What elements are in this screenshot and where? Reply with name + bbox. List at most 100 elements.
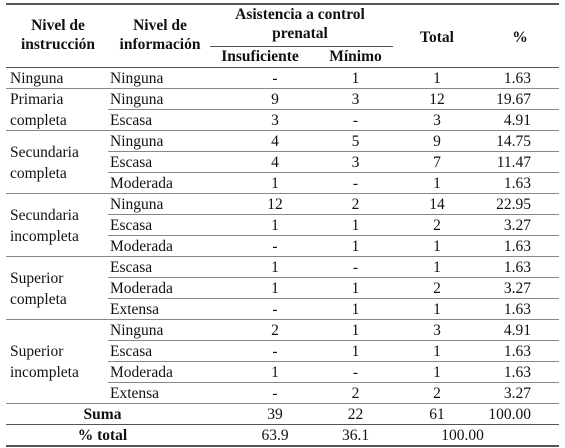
minimo-cell: 3 xyxy=(351,154,360,171)
table-row: Ninguna 4 5 9 14.75 xyxy=(0,131,565,152)
insuficiente-cell: 9 xyxy=(271,91,279,108)
group-divider xyxy=(6,403,559,404)
info-cell: Ninguna xyxy=(110,196,164,213)
minimo-cell: 1 xyxy=(351,301,360,318)
row-divider xyxy=(108,340,559,341)
nivel-instruccion-label: Secundaria incompleta xyxy=(10,206,79,245)
header-asistencia: Asistencia a control prenatal xyxy=(235,6,365,42)
group-divider xyxy=(6,256,559,257)
percent-cell: 1.63 xyxy=(503,238,531,255)
row-divider xyxy=(108,361,559,362)
percent-cell: 1.63 xyxy=(503,364,531,381)
info-cell: Escasa xyxy=(110,154,153,171)
table-row: Ninguna - 1 1 1.63 xyxy=(0,68,565,89)
percent-cell: 11.47 xyxy=(496,154,531,171)
insuficiente-cell: 1 xyxy=(271,364,279,381)
row-divider xyxy=(108,382,559,383)
suma-label: Suma xyxy=(83,406,122,423)
suma-percent: 100.00 xyxy=(488,406,531,423)
percent-cell: 1.63 xyxy=(503,175,531,192)
info-cell: Ninguna xyxy=(110,322,164,339)
minimo-cell: 1 xyxy=(351,238,360,255)
header-minimo: Mínimo xyxy=(329,48,382,65)
insuficiente-cell: 1 xyxy=(271,175,279,192)
table-row: Escasa 3 - 3 4.91 xyxy=(0,110,565,131)
table-row: Moderada - 1 1 1.63 xyxy=(0,236,565,257)
total-cell: 2 xyxy=(433,217,441,234)
insuficiente-cell: - xyxy=(272,301,278,318)
percent-total-minimo: 36.1 xyxy=(341,427,370,444)
percent-cell: 1.63 xyxy=(503,343,531,360)
percent-cell: 14.75 xyxy=(496,133,531,150)
minimo-cell: 1 xyxy=(351,217,360,234)
info-cell: Moderada xyxy=(110,175,173,192)
insuficiente-cell: - xyxy=(272,343,278,360)
table-row: Moderada 1 - 1 1.63 xyxy=(0,362,565,383)
header-percent: % xyxy=(512,29,528,46)
table-bottom-rule xyxy=(6,445,559,447)
percent-total-row: % total 63.9 36.1 100.00 xyxy=(0,425,565,446)
percent-cell: 22.95 xyxy=(496,196,531,213)
minimo-cell: - xyxy=(352,364,359,381)
group-divider xyxy=(6,130,559,131)
total-cell: 1 xyxy=(433,238,441,255)
total-cell: 7 xyxy=(433,154,441,171)
row-divider xyxy=(108,298,559,299)
total-cell: 2 xyxy=(433,280,441,297)
suma-insuficiente: 39 xyxy=(267,406,283,423)
percent-cell: 19.67 xyxy=(496,91,531,108)
table-row: Moderada 1 1 2 3.27 xyxy=(0,278,565,299)
table-row: Ninguna 2 1 3 4.91 xyxy=(0,320,565,341)
insuficiente-cell: 1 xyxy=(271,217,279,234)
table-top-rule xyxy=(6,3,559,5)
total-cell: 3 xyxy=(433,322,441,339)
suma-total: 61 xyxy=(429,406,445,423)
total-cell: 9 xyxy=(433,133,441,150)
info-cell: Extensa xyxy=(110,385,160,402)
info-cell: Escasa xyxy=(110,343,153,360)
total-cell: 1 xyxy=(433,175,441,192)
group-divider xyxy=(6,319,559,320)
total-cell: 3 xyxy=(433,112,441,129)
percent-cell: 1.63 xyxy=(503,301,531,318)
table-row: Extensa - 1 1 1.63 xyxy=(0,299,565,320)
insuficiente-cell: 4 xyxy=(271,133,279,150)
info-cell: Moderada xyxy=(110,280,173,297)
info-cell: Moderada xyxy=(110,238,173,255)
percent-total-label: % total xyxy=(77,427,128,444)
info-cell: Ninguna xyxy=(110,70,164,87)
header-nivel-instruccion: Nivel de instrucción xyxy=(20,17,96,53)
group-divider xyxy=(6,193,559,194)
total-cell: 12 xyxy=(429,91,445,108)
percent-total-insuficiente: 63.9 xyxy=(261,427,289,444)
minimo-cell: - xyxy=(352,112,359,129)
percent-cell: 1.63 xyxy=(503,70,531,87)
row-divider xyxy=(108,235,559,236)
table-row: Ninguna 9 3 12 19.67 xyxy=(0,89,565,110)
suma-row: Suma 39 22 61 100.00 xyxy=(0,404,565,425)
insuficiente-cell: 1 xyxy=(271,259,279,276)
insuficiente-cell: - xyxy=(272,238,278,255)
total-cell: 1 xyxy=(433,343,441,360)
total-cell: 1 xyxy=(433,70,441,87)
minimo-cell: 1 xyxy=(351,343,360,360)
suma-divider xyxy=(6,424,559,425)
header-insuficiente: Insuficiente xyxy=(221,48,299,65)
suma-minimo: 22 xyxy=(347,406,364,423)
minimo-cell: 1 xyxy=(351,70,360,87)
info-cell: Escasa xyxy=(110,259,153,276)
percent-cell: 4.91 xyxy=(503,322,531,339)
nivel-instruccion-label: Ninguna xyxy=(10,70,64,87)
row-divider xyxy=(108,277,559,278)
minimo-cell: 2 xyxy=(351,196,360,213)
table-row: Escasa - 1 1 1.63 xyxy=(0,341,565,362)
insuficiente-cell: 12 xyxy=(267,196,283,213)
nivel-instruccion-label: Superior incompleta xyxy=(10,343,79,381)
minimo-cell: 5 xyxy=(351,133,360,150)
insuficiente-cell: 4 xyxy=(271,154,279,171)
table-row: Ninguna 12 2 14 22.95 xyxy=(0,194,565,215)
info-cell: Extensa xyxy=(110,301,160,318)
table-row: Moderada 1 - 1 1.63 xyxy=(0,173,565,194)
header-bottom-rule xyxy=(6,67,559,68)
minimo-cell: 3 xyxy=(351,91,360,108)
